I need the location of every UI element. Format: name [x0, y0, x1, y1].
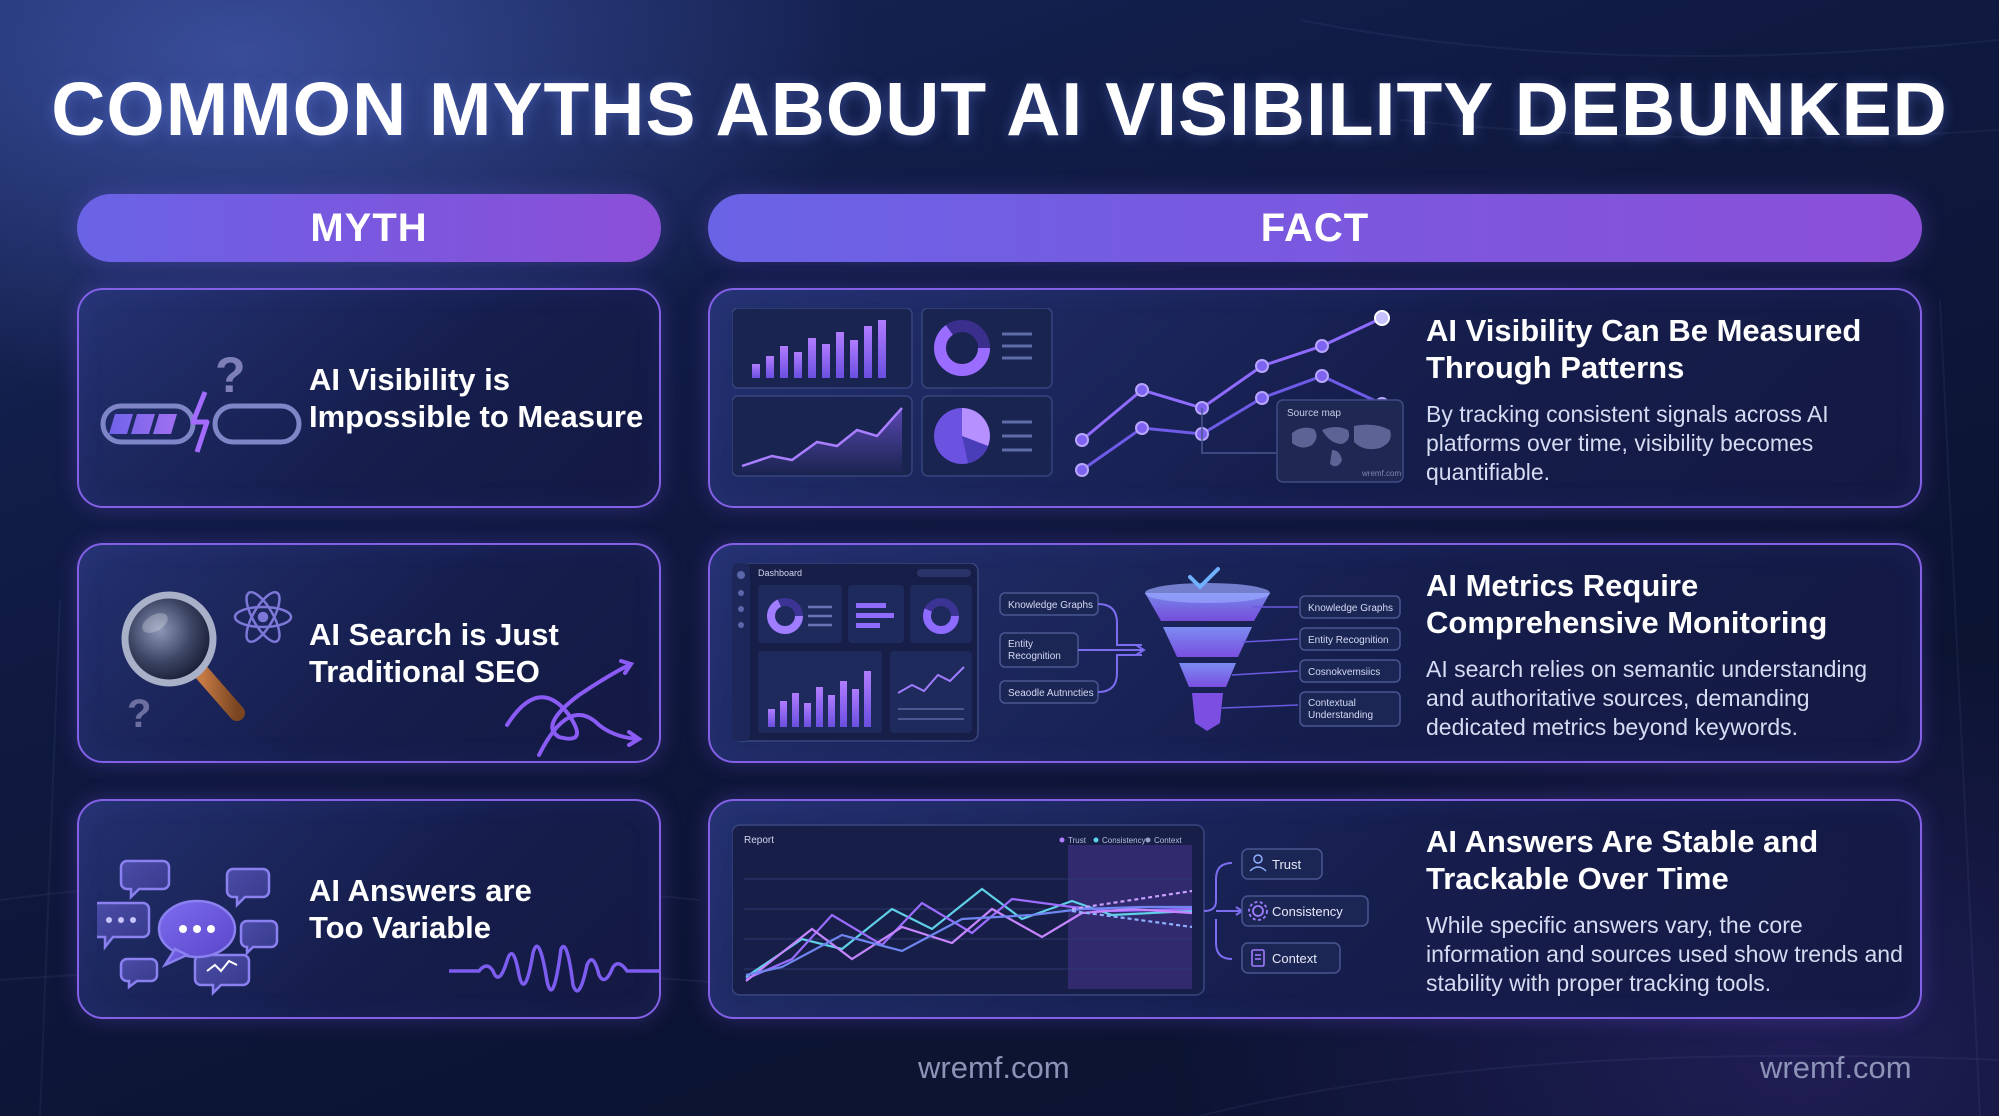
svg-text:?: ?	[215, 347, 246, 403]
myth-card-2: ? AI Search is Just Traditional SEO	[77, 543, 661, 763]
dashboard-label: Dashboard	[758, 568, 802, 578]
chat-bubbles-icon	[97, 859, 279, 997]
output-tag-4-cont: Understanding	[1308, 710, 1373, 721]
report-legend-context: Context	[1154, 836, 1182, 845]
metric-tags: Trust Consistency Context	[1203, 848, 1369, 974]
input-tag-2: Entity	[1008, 639, 1033, 650]
network-line-graph	[1075, 310, 1390, 477]
output-tag-2: Entity Recognition	[1308, 635, 1389, 646]
footer-watermark-center: wremf.com	[918, 1050, 1070, 1085]
fact-3-description: While specific answers vary, the core in…	[1426, 912, 1903, 996]
tag-context: Context	[1272, 951, 1317, 966]
person-icon	[1249, 854, 1267, 872]
analytics-panels-visual: Source map wremf.com	[732, 308, 1404, 483]
report-legend-trust: Trust	[1068, 836, 1087, 845]
funnel-input-tags: Knowledge Graphs Entity Recognition Seao…	[999, 592, 1146, 704]
document-icon	[1251, 949, 1265, 967]
tag-trust: Trust	[1272, 857, 1302, 872]
myth-2-line2: Traditional SEO	[309, 654, 540, 689]
input-tag-3: Seaodle Autnncties	[1008, 688, 1094, 699]
myth-1-line1: AI Visibility is	[309, 362, 511, 397]
gear-icon	[1248, 901, 1268, 921]
atom-icon	[233, 590, 293, 644]
fact-1-description: By tracking consistent signals across AI…	[1426, 401, 1829, 485]
svg-text:?: ?	[127, 692, 151, 736]
report-label: Report	[744, 835, 774, 846]
magnifying-glass-icon: ?	[121, 590, 293, 736]
bar-chart-panel	[732, 308, 913, 389]
pie-panel	[921, 395, 1053, 477]
input-tag-1: Knowledge Graphs	[1008, 600, 1093, 611]
source-map-label: Source map	[1287, 408, 1341, 419]
myth-1-line2: Impossible to Measure	[309, 399, 644, 434]
output-tag-1: Knowledge Graphs	[1308, 603, 1393, 614]
area-chart-panel	[732, 395, 913, 477]
trend-report-visual: Report Trust Consistency Context	[732, 824, 1369, 996]
fact-3-title-line1: AI Answers Are Stable and	[1426, 824, 1819, 859]
broken-progress-battery-icon: ?	[100, 347, 302, 453]
tangled-arrows-icon	[505, 659, 643, 757]
report-panel: Report Trust Consistency Context	[732, 824, 1205, 996]
output-tag-3: Cosnokvemsiics	[1308, 667, 1380, 678]
fact-card-2: Dashboard Knowledge Graphs	[708, 543, 1922, 763]
fact-1-title-line1: AI Visibility Can Be Measured	[1426, 313, 1862, 348]
funnel-output-tags: Knowledge Graphs Entity Recognition Cosn…	[1221, 595, 1401, 727]
source-map-panel: Source map wremf.com	[1276, 399, 1404, 483]
report-legend-consistency: Consistency	[1102, 836, 1146, 845]
output-tag-4: Contextual	[1308, 698, 1356, 709]
fact-2-title-line1: AI Metrics Require	[1426, 568, 1699, 603]
myth-3-line2: Too Variable	[309, 910, 492, 945]
dashboard-panel: Dashboard	[732, 563, 979, 742]
monitoring-funnel-visual: Dashboard Knowledge Graphs	[732, 563, 1401, 742]
fact-card-3: Report Trust Consistency Context	[708, 799, 1922, 1019]
myth-column-header: MYTH	[77, 194, 661, 262]
fact-3-title-line2: Trackable Over Time	[1426, 861, 1729, 896]
footer-watermark-right: wremf.com	[1760, 1050, 1912, 1085]
page-title: COMMON MYTHS ABOUT AI VISIBILITY DEBUNKE…	[51, 67, 1948, 151]
myth-2-line1: AI Search is Just	[309, 617, 559, 652]
myth-card-3: AI Answers are Too Variable	[77, 799, 661, 1019]
funnel-graphic	[1145, 567, 1270, 731]
tag-consistency: Consistency	[1272, 904, 1343, 919]
waveform-icon	[449, 944, 659, 993]
fact-column-header: FACT	[708, 194, 1922, 262]
myth-3-line1: AI Answers are	[309, 873, 532, 908]
input-tag-2-cont: Recognition	[1008, 651, 1061, 662]
fact-1-title-line2: Through Patterns	[1426, 350, 1685, 385]
donut-panel	[921, 308, 1053, 389]
fact-2-title-line2: Comprehensive Monitoring	[1426, 605, 1828, 640]
fact-2-description: AI search relies on semantic understandi…	[1426, 656, 1868, 740]
myth-card-1: ? AI Visibility is Impossible to Measure	[77, 288, 661, 508]
fact-card-1: Source map wremf.com AI Visibility Can B…	[708, 288, 1922, 508]
map-watermark: wremf.com	[1361, 469, 1401, 478]
